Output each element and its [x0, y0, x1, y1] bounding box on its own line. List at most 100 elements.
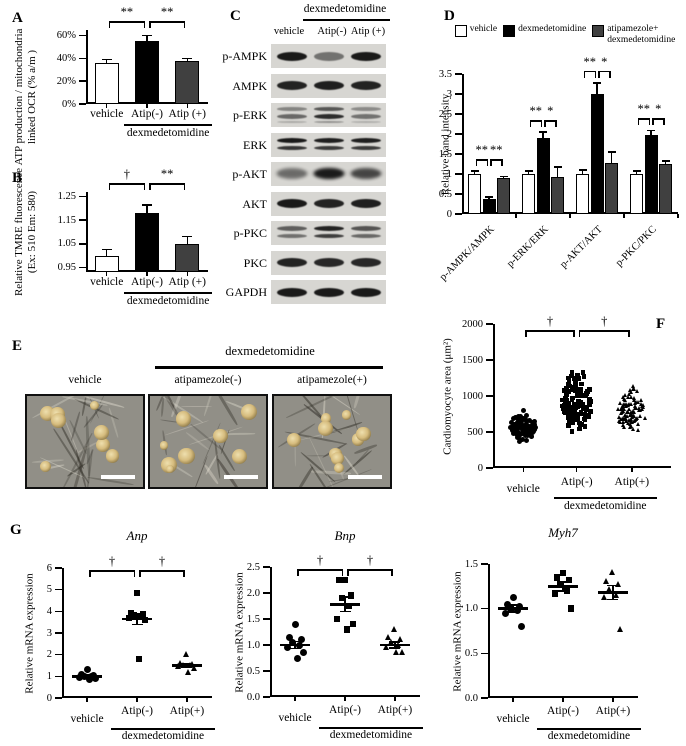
y-tick-mark [55, 567, 62, 569]
myh7-title: Myh7 [548, 525, 578, 540]
y-tick-label: 0.5 [246, 665, 260, 677]
blot-band [277, 226, 307, 231]
blot-column-label: Atip(-) [317, 26, 347, 37]
micro-image-label: atipamezole(-) [174, 374, 242, 386]
data-point-circle [513, 430, 519, 436]
y-tick-mark [486, 431, 493, 433]
x-tick-mark [294, 697, 296, 701]
data-point-circle [520, 416, 526, 422]
sig-bracket-tick [555, 120, 557, 127]
cell-body [94, 425, 109, 440]
mean-line [379, 643, 410, 647]
data-point-triangle [627, 388, 632, 393]
error-bar-cap [632, 170, 641, 172]
data-point-triangle [631, 427, 636, 432]
data-point-circle [519, 430, 525, 436]
sig-bracket-line [108, 21, 145, 23]
data-point-square [582, 393, 588, 399]
y-tick-label: 1.05 [57, 238, 76, 250]
x-tick-mark [631, 468, 633, 472]
sig-label: ** [475, 143, 489, 158]
data-point-square [565, 408, 571, 414]
y-tick-label: 2 [46, 649, 52, 661]
data-point-triangle [622, 392, 627, 397]
y-tick-label: 1.15 [57, 214, 76, 226]
data-point-square [579, 411, 585, 417]
data-point-triangle [633, 404, 638, 409]
sig-bracket-line [490, 159, 503, 161]
mean-line [597, 591, 628, 594]
sig-label: ** [120, 5, 134, 19]
sig-label: † [366, 553, 374, 567]
blot-row-label: GAPDH [225, 285, 267, 299]
blot-band [351, 81, 381, 90]
y-tick-mark [455, 133, 462, 135]
treatment-underline [111, 728, 215, 730]
y-tick-label: 1500 [462, 354, 483, 366]
sig-bracket-tick [501, 159, 503, 167]
blot-band [314, 107, 344, 111]
error-bar-line [596, 82, 598, 94]
data-point-square [578, 422, 584, 427]
data-point-circle [524, 412, 530, 418]
sig-bracket-line [139, 570, 185, 572]
sig-bracket-tick [637, 118, 639, 126]
anp-title: Anp [126, 528, 148, 543]
sig-bracket-line [544, 120, 557, 122]
bar [482, 198, 496, 214]
data-point-circle [515, 603, 523, 611]
blot-lane [271, 162, 386, 186]
blot-band [314, 114, 344, 119]
data-point-triangle [635, 388, 640, 393]
sig-bracket-line [108, 183, 145, 185]
cell-streak [305, 454, 328, 457]
micro-image-label: atipamezole(+) [297, 374, 367, 386]
sig-bracket-tick [143, 21, 145, 28]
data-point-triangle [621, 395, 626, 400]
treatment-label: dexmedetomidine [121, 730, 205, 742]
data-point-triangle [399, 649, 406, 656]
data-point-triangle [609, 569, 616, 576]
blot-band [275, 170, 309, 177]
sem-cap [339, 596, 351, 598]
y-tick-label: 5 [46, 584, 52, 596]
data-point-triangle [639, 407, 644, 412]
data-point-square [333, 615, 341, 623]
data-point-triangle [627, 425, 632, 430]
sig-bracket-tick [663, 118, 665, 126]
error-bar-line [146, 204, 148, 214]
blot-band [277, 51, 307, 61]
y-tick-mark [55, 632, 62, 634]
bar [468, 174, 481, 214]
legend-label: dexmedetomidine [518, 24, 587, 34]
data-point-triangle [616, 418, 621, 423]
y-tick-mark [79, 80, 86, 82]
data-point-triangle [639, 398, 644, 403]
sig-bracket-tick [347, 569, 349, 576]
panel-f: F Cardiomyocyte area (μm²) 0 500 1000 1500 2… [440, 300, 686, 515]
scale-bar [224, 474, 258, 479]
panel-c-treatment-underline [303, 19, 390, 21]
data-point-square [575, 374, 581, 379]
blot-band [314, 81, 344, 90]
bar [630, 174, 643, 214]
cell-body [356, 426, 371, 441]
x-category-label: vehicle [90, 276, 124, 288]
y-tick-mark [263, 670, 270, 672]
y-tick-label: 1 [446, 168, 452, 180]
bar [644, 135, 658, 214]
data-point-circle [524, 428, 530, 434]
y-tick-mark [481, 563, 488, 565]
data-point-square [579, 381, 584, 387]
sig-bracket-tick [544, 120, 546, 127]
blot-band [351, 137, 381, 143]
data-point-circle [510, 426, 516, 432]
data-point-square [566, 423, 571, 428]
panel-c-letter: C [230, 8, 241, 24]
legend-swatch [503, 25, 516, 37]
data-point-triangle [627, 402, 632, 407]
data-point-circle [516, 430, 522, 436]
cell-streak [211, 396, 239, 426]
x-category-label: Atip(+) [614, 476, 650, 488]
cell-body [213, 428, 228, 444]
